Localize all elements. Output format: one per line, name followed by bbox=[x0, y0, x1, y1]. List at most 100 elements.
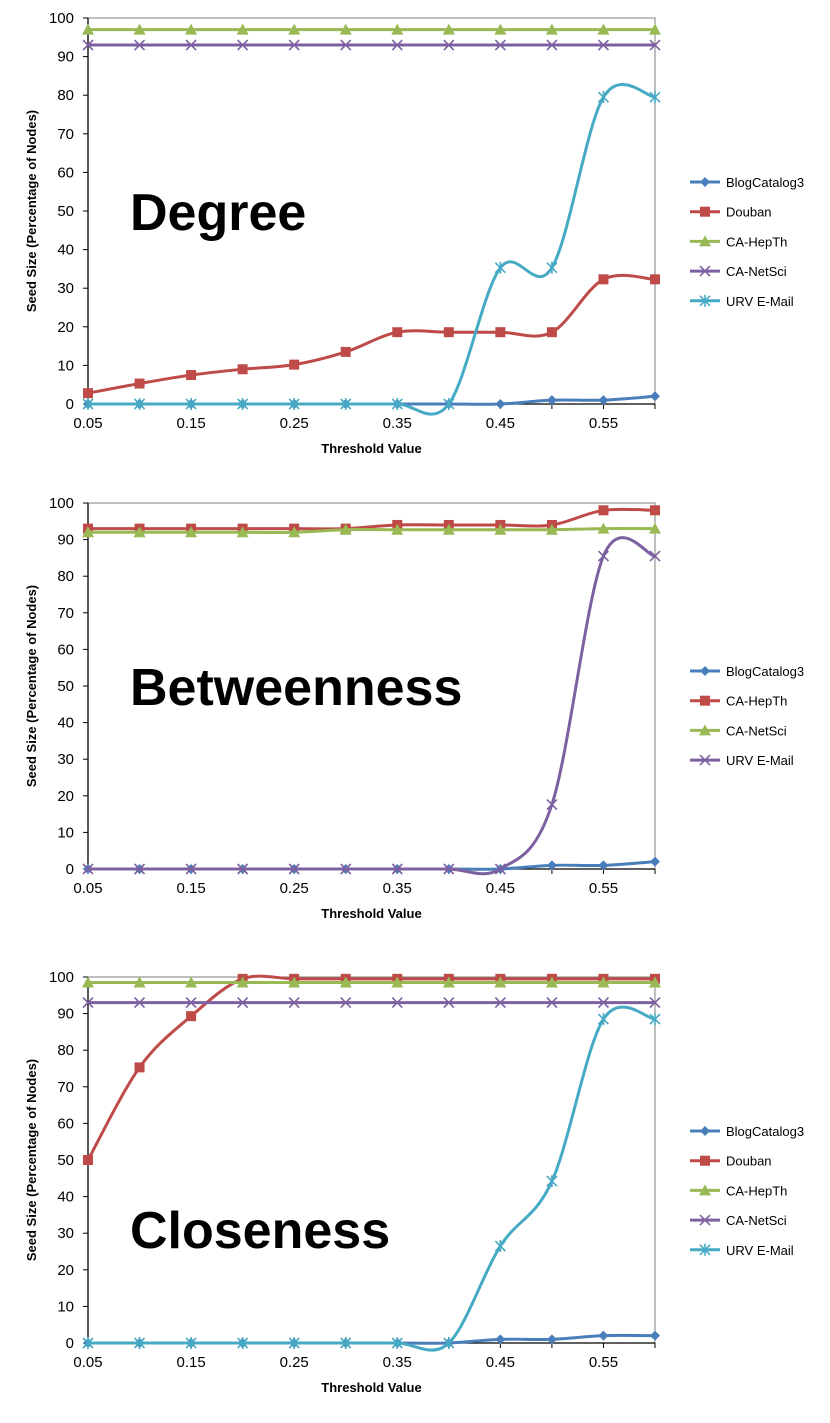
legend-label: Douban bbox=[726, 205, 772, 220]
x-tick-label: 0.25 bbox=[280, 1354, 309, 1371]
data-point bbox=[443, 39, 455, 51]
legend-marker bbox=[699, 754, 711, 766]
legend-item: CA-HepTh bbox=[690, 234, 787, 249]
x-tick-label: 0.35 bbox=[383, 1354, 412, 1371]
legend-marker bbox=[700, 177, 710, 187]
data-point bbox=[649, 1013, 661, 1026]
y-tick-label: 30 bbox=[57, 751, 74, 768]
data-point bbox=[340, 39, 352, 51]
legend-label: CA-HepTh bbox=[726, 694, 787, 709]
x-tick-label: 0.15 bbox=[176, 1354, 205, 1371]
x-axis-title: Threshold Value bbox=[321, 1380, 421, 1395]
data-point bbox=[185, 863, 197, 875]
data-point bbox=[288, 863, 300, 875]
data-point bbox=[391, 398, 403, 410]
x-tick-label: 0.55 bbox=[589, 415, 618, 432]
data-point bbox=[597, 522, 610, 534]
data-point bbox=[546, 39, 558, 51]
data-point bbox=[83, 1155, 93, 1165]
data-point bbox=[237, 39, 249, 51]
data-point bbox=[598, 505, 609, 516]
data-point bbox=[82, 863, 94, 875]
data-point bbox=[443, 1337, 455, 1349]
data-point bbox=[391, 23, 404, 35]
data-point bbox=[134, 378, 145, 389]
data-point bbox=[650, 391, 660, 402]
legend-label: URV E-Mail bbox=[726, 1243, 794, 1258]
data-point bbox=[597, 976, 610, 988]
x-tick-label: 0.45 bbox=[486, 1354, 515, 1371]
legend-marker bbox=[699, 724, 711, 736]
data-point bbox=[546, 860, 557, 871]
y-axis-title: Seed Size (Percentage of Nodes) bbox=[24, 585, 39, 787]
data-point bbox=[392, 327, 403, 338]
data-point bbox=[649, 976, 661, 988]
data-point bbox=[237, 364, 248, 375]
data-point bbox=[133, 976, 146, 988]
data-point bbox=[391, 863, 403, 875]
x-tick-label: 0.45 bbox=[486, 880, 515, 897]
legend-item: URV E-Mail bbox=[690, 1243, 794, 1258]
series-ca-hepth bbox=[82, 976, 661, 988]
legend-item: URV E-Mail bbox=[690, 753, 794, 768]
data-point bbox=[134, 1062, 145, 1073]
y-tick-label: 20 bbox=[57, 319, 74, 336]
x-axis-title: Threshold Value bbox=[321, 441, 421, 456]
series-urv-e-mail bbox=[82, 83, 661, 416]
x-tick-label: 0.55 bbox=[589, 1354, 618, 1371]
x-axis-title: Threshold Value bbox=[321, 906, 421, 921]
y-tick-label: 80 bbox=[57, 87, 74, 104]
x-tick-label: 0.05 bbox=[73, 880, 102, 897]
y-tick-label: 50 bbox=[57, 203, 74, 220]
data-point bbox=[237, 398, 249, 410]
data-point bbox=[597, 550, 610, 562]
y-tick-label: 100 bbox=[49, 10, 74, 27]
data-point bbox=[494, 23, 507, 35]
x-tick-label: 0.45 bbox=[486, 415, 515, 432]
data-point bbox=[133, 398, 146, 410]
legend-item: CA-HepTh bbox=[690, 694, 787, 709]
data-point bbox=[598, 1330, 609, 1341]
data-point bbox=[495, 1334, 506, 1345]
y-tick-label: 50 bbox=[57, 678, 74, 695]
series-ca-netsci bbox=[82, 522, 661, 538]
data-point bbox=[82, 23, 94, 35]
data-point bbox=[288, 1337, 300, 1349]
chart-3: 0 10 20 30 40 50 60 70 80 90 100 0.05 0.15 0.25 0.35 0.… bbox=[24, 969, 804, 1395]
data-point bbox=[598, 395, 609, 406]
data-point bbox=[339, 23, 352, 35]
y-tick-label: 60 bbox=[57, 164, 74, 181]
data-point bbox=[133, 997, 146, 1009]
data-point bbox=[339, 523, 352, 535]
data-point bbox=[288, 997, 300, 1009]
data-point bbox=[185, 976, 198, 988]
data-point bbox=[545, 523, 558, 535]
data-point bbox=[649, 39, 661, 51]
legend-marker bbox=[699, 294, 711, 307]
legend-marker bbox=[699, 265, 711, 277]
data-point bbox=[442, 976, 455, 988]
legend-label: BlogCatalog3 bbox=[726, 175, 804, 190]
data-point bbox=[494, 523, 507, 535]
series-line bbox=[87, 273, 656, 395]
y-axis-title: Seed Size (Percentage of Nodes) bbox=[24, 110, 39, 312]
y-tick-label: 40 bbox=[57, 715, 74, 732]
data-point bbox=[340, 398, 352, 410]
data-point bbox=[236, 976, 249, 988]
data-point bbox=[598, 274, 609, 285]
legend-item: BlogCatalog3 bbox=[690, 175, 804, 190]
y-tick-label: 60 bbox=[57, 1115, 74, 1132]
data-point bbox=[494, 39, 506, 51]
data-point bbox=[288, 976, 301, 988]
data-point bbox=[650, 856, 660, 867]
x-tick-label: 0.35 bbox=[383, 415, 412, 432]
y-tick-label: 30 bbox=[57, 1225, 74, 1242]
legend-label: CA-NetSci bbox=[726, 723, 787, 738]
x-tick-label: 0.55 bbox=[589, 880, 618, 897]
data-point bbox=[82, 976, 94, 988]
data-point bbox=[339, 976, 352, 988]
data-point bbox=[236, 526, 249, 538]
y-tick-label: 10 bbox=[57, 1298, 74, 1315]
y-tick-label: 50 bbox=[57, 1152, 74, 1169]
